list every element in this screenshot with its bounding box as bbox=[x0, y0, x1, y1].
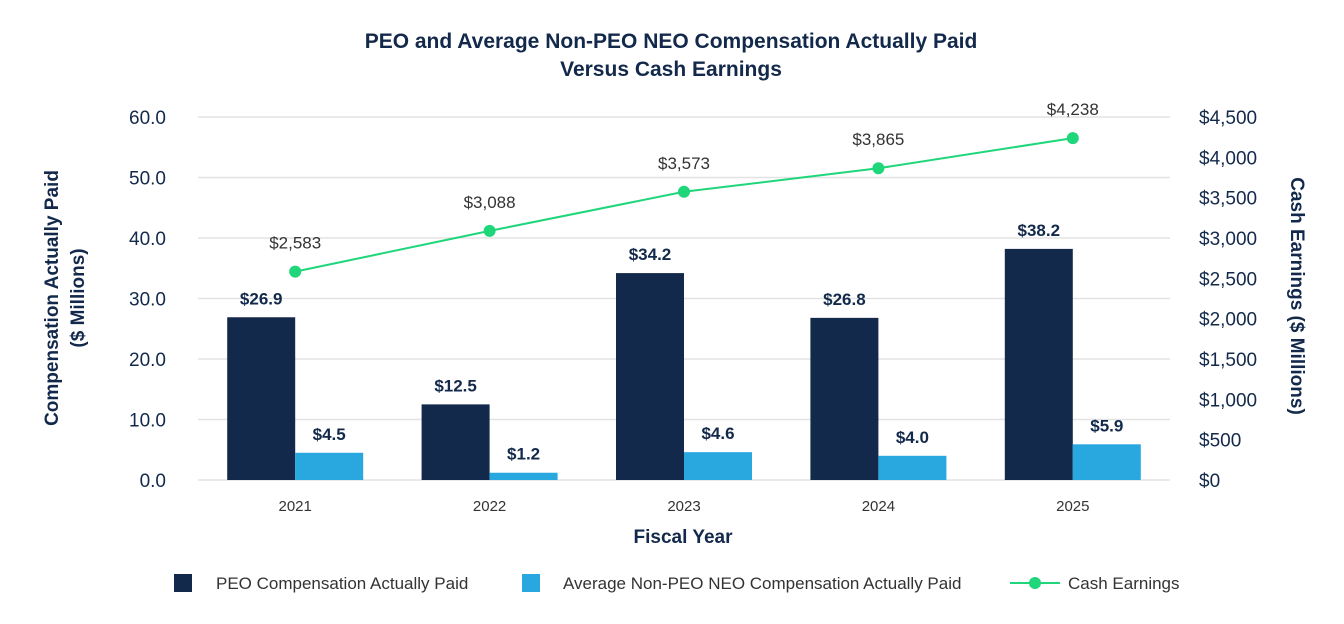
chart-title-line-1: PEO and Average Non-PEO NEO Compensation… bbox=[365, 30, 978, 53]
y2-axis-label: Cash Earnings ($ Millions) bbox=[1286, 177, 1307, 415]
legend-swatch-peo bbox=[174, 574, 192, 592]
legend-label-peo: PEO Compensation Actually Paid bbox=[216, 574, 468, 593]
bar-peo bbox=[227, 317, 296, 480]
y-tick-label: 0.0 bbox=[140, 471, 166, 492]
x-tick-label: 2023 bbox=[667, 498, 700, 515]
x-tick-label: 2025 bbox=[1056, 498, 1089, 515]
y-tick-label: 60.0 bbox=[129, 108, 166, 129]
cash-earnings-value-label: $2,583 bbox=[269, 234, 321, 253]
y2-tick-label: $4,500 bbox=[1199, 108, 1257, 129]
bar-value-label-peo: $26.9 bbox=[240, 289, 283, 308]
cash-earnings-value-label: $4,238 bbox=[1047, 100, 1099, 119]
y-tick-label: 30.0 bbox=[129, 290, 166, 311]
bar-non-peo bbox=[1072, 444, 1141, 480]
legend-swatch-cash-marker bbox=[1029, 577, 1041, 589]
legend-label-cash: Cash Earnings bbox=[1068, 574, 1180, 593]
cash-earnings-point bbox=[1066, 132, 1079, 145]
y2-tick-label: $1,000 bbox=[1199, 390, 1257, 411]
y-axis-label-line-2: ($ Millions) bbox=[68, 248, 89, 347]
x-tick-label: 2024 bbox=[862, 498, 895, 515]
cash-earnings-point bbox=[872, 162, 885, 175]
bar-value-label-non-peo: $5.9 bbox=[1090, 416, 1123, 435]
bar-value-label-non-peo: $4.6 bbox=[701, 424, 734, 443]
bar-value-label-non-peo: $4.0 bbox=[896, 428, 929, 447]
cash-earnings-value-label: $3,573 bbox=[658, 154, 710, 173]
y-tick-label: 10.0 bbox=[129, 411, 166, 432]
bar-peo bbox=[421, 404, 490, 480]
cash-earnings-point bbox=[483, 224, 496, 237]
legend: PEO Compensation Actually Paid Average N… bbox=[174, 574, 1180, 593]
x-axis-label: Fiscal Year bbox=[634, 527, 734, 548]
bar-peo bbox=[810, 317, 879, 480]
cash-earnings-value-label: $3,088 bbox=[464, 193, 516, 212]
cash-earnings-point bbox=[289, 265, 302, 278]
y2-tick-label: $3,500 bbox=[1199, 189, 1257, 210]
cash-earnings-value-label: $3,865 bbox=[852, 130, 904, 149]
y2-tick-label: $500 bbox=[1199, 431, 1241, 452]
bar-peo bbox=[616, 273, 684, 480]
bar-non-peo bbox=[684, 452, 752, 480]
chart-title-line-2: Versus Cash Earnings bbox=[560, 58, 782, 81]
x-tick-label: 2021 bbox=[279, 498, 312, 515]
bar-value-label-peo: $12.5 bbox=[434, 376, 477, 395]
y2-tick-label: $0 bbox=[1199, 471, 1220, 492]
bar-value-label-peo: $38.2 bbox=[1018, 221, 1061, 240]
x-tick-label: 2022 bbox=[473, 498, 506, 515]
legend-swatch-non-peo bbox=[522, 574, 540, 592]
bar-value-label-non-peo: $4.5 bbox=[313, 425, 346, 444]
y-tick-label: 50.0 bbox=[129, 169, 166, 190]
y-axis-label-line-1: Compensation Actually Paid bbox=[42, 170, 63, 426]
bar-value-label-peo: $34.2 bbox=[629, 245, 672, 264]
bar-non-peo bbox=[878, 455, 947, 480]
bar-non-peo bbox=[295, 452, 364, 480]
y2-tick-label: $3,000 bbox=[1199, 229, 1257, 250]
y2-tick-label: $2,000 bbox=[1199, 310, 1257, 331]
y2-tick-label: $2,500 bbox=[1199, 269, 1257, 290]
bar-value-label-peo: $26.8 bbox=[823, 290, 866, 309]
bar-peo bbox=[1004, 248, 1073, 480]
cash-earnings-point bbox=[678, 185, 690, 198]
y2-tick-label: $1,500 bbox=[1199, 350, 1257, 371]
y-tick-label: 20.0 bbox=[129, 350, 166, 371]
bar-non-peo bbox=[489, 472, 558, 480]
y-tick-label: 40.0 bbox=[129, 229, 166, 250]
y2-tick-label: $4,000 bbox=[1199, 148, 1257, 169]
bar-value-label-non-peo: $1.2 bbox=[507, 445, 540, 464]
legend-label-non-peo: Average Non-PEO NEO Compensation Actuall… bbox=[563, 574, 961, 593]
